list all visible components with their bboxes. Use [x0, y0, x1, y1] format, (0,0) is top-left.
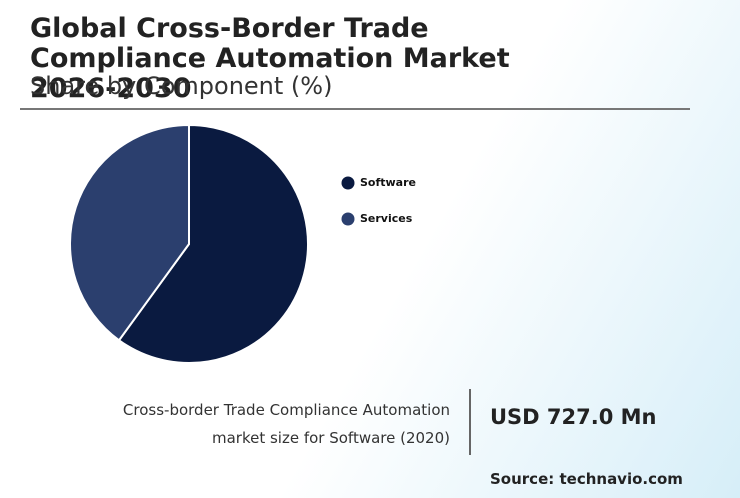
- annotation-text: Cross-border Trade Compliance Automation…: [122, 401, 450, 447]
- legend-label: Services: [360, 212, 413, 225]
- divider: [20, 108, 690, 110]
- annotation-separator: [469, 389, 471, 455]
- annotation-value: USD 727.0 Mn: [490, 405, 657, 429]
- chart-title: Global Cross-Border Trade Compliance Aut…: [30, 13, 510, 104]
- chart-subtitle: Share by Component (%): [30, 72, 333, 100]
- legend-marker: [341, 176, 355, 190]
- source: Source: technavio.com: [490, 470, 683, 488]
- legend-label: Software: [360, 176, 416, 189]
- pie-slice: [69, 123, 190, 342]
- pie-slice: [117, 123, 309, 364]
- legend-marker: [341, 212, 355, 226]
